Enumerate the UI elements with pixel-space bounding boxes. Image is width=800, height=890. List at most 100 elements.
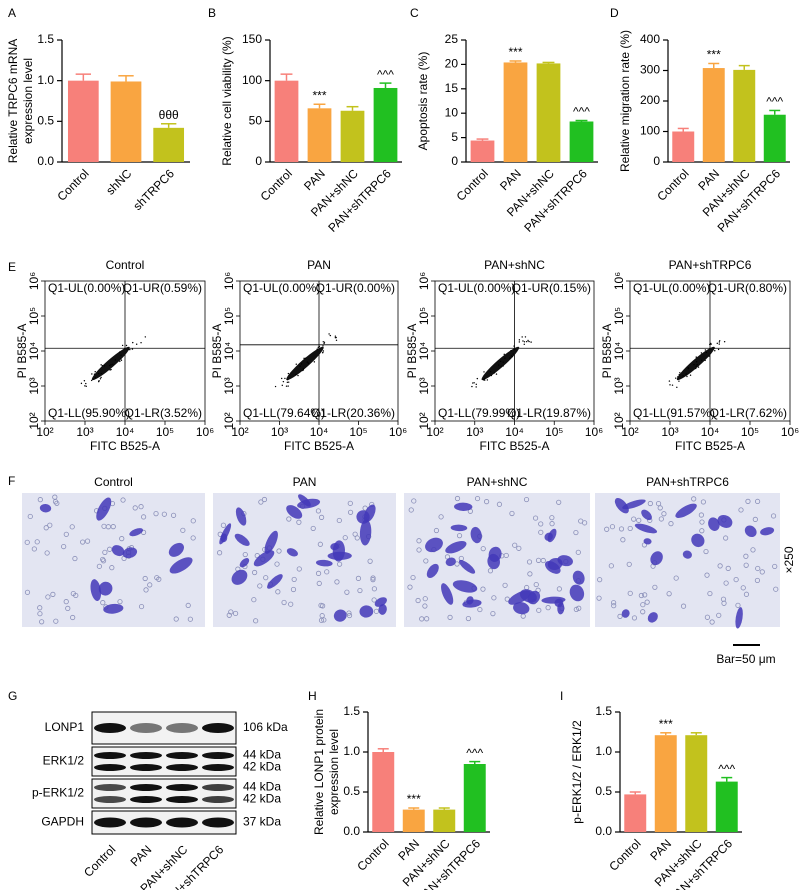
migrated-cell: [445, 541, 467, 554]
event-dot: [323, 341, 326, 343]
event-dot: [530, 341, 532, 343]
blot-band: [166, 764, 198, 771]
membrane-pore: [640, 602, 646, 608]
membrane-pore: [180, 527, 186, 533]
significance-label: ^^^: [573, 105, 590, 119]
migrated-cell: [315, 559, 333, 567]
bar: [274, 80, 299, 162]
event-dot: [676, 386, 678, 389]
event-dot: [306, 361, 309, 363]
migrated-cell: [111, 545, 125, 557]
membrane-pore: [523, 496, 530, 503]
y-tick-label: 10⁶: [27, 272, 41, 290]
membrane-pore: [120, 497, 126, 503]
membrane-pore: [773, 586, 779, 592]
event-dot: [527, 339, 529, 342]
event-dot: [334, 335, 337, 337]
membrane-pore: [717, 563, 723, 569]
x-tick-label: shNC: [103, 166, 134, 197]
event-dot: [313, 361, 316, 363]
event-dot: [525, 340, 528, 343]
membrane-pore: [258, 499, 264, 505]
membrane-pore: [617, 613, 623, 619]
migrated-cell: [239, 558, 250, 568]
membrane-pore: [540, 557, 546, 564]
event-dot: [94, 371, 96, 373]
bar: [624, 794, 647, 832]
y-axis-label: Apoptosis rate (%): [416, 52, 430, 151]
membrane-pore: [318, 514, 325, 520]
event-dot: [286, 381, 289, 384]
y-axis-label: Relative cell viability (%): [220, 36, 234, 165]
bar: [470, 140, 495, 162]
event-dot: [334, 337, 337, 339]
event-dot: [696, 363, 698, 366]
membrane-pore: [47, 522, 53, 528]
membrane-pore: [63, 599, 69, 605]
molecular-weight: 106 kDa: [243, 720, 288, 734]
membrane-pore: [275, 589, 281, 595]
membrane-pore: [631, 615, 638, 621]
event-dot: [669, 384, 671, 386]
event-dot: [490, 374, 493, 377]
event-dot: [85, 385, 87, 387]
membrane-pore: [296, 566, 302, 572]
blot-band: [202, 784, 234, 791]
membrane-pore: [367, 558, 373, 564]
x-tick-label: Control: [654, 166, 691, 203]
event-dot: [304, 357, 307, 359]
membrane-pore: [324, 569, 330, 575]
migrated-cell: [452, 580, 478, 593]
membrane-pore: [433, 527, 440, 534]
event-dot: [303, 357, 305, 360]
event-dot: [120, 358, 122, 360]
y-axis-label: PI B585-A: [15, 324, 29, 379]
event-dot: [675, 377, 677, 379]
membrane-pore: [27, 513, 33, 520]
membrane-pore: [105, 524, 111, 530]
event-dot: [476, 377, 479, 380]
migrated-cell: [220, 533, 228, 543]
x-tick-label: 10²: [426, 425, 443, 439]
membrane-pore: [642, 592, 648, 598]
membrane-pore: [503, 552, 509, 559]
x-tick-label: 10³: [76, 425, 93, 439]
event-dot: [695, 367, 697, 370]
bar: [67, 80, 99, 162]
x-tick-label: 10²: [231, 425, 248, 439]
event-dot: [318, 345, 321, 348]
membrane-pore: [735, 602, 741, 608]
membrane-pore: [291, 576, 297, 583]
y-axis-label: expression level: [21, 58, 35, 144]
y-tick-label: 10⁴: [222, 342, 236, 361]
membrane-pore: [337, 561, 343, 567]
event-dot: [120, 359, 123, 361]
molecular-weight: 37 kDa: [243, 815, 281, 829]
y-tick-label: 0.5: [595, 784, 612, 798]
bar: [463, 764, 486, 832]
event-dot: [144, 336, 147, 338]
membrane-pore: [704, 614, 711, 620]
membrane-pore: [109, 565, 115, 571]
event-dot: [502, 365, 504, 367]
event-dot: [697, 366, 700, 368]
membrane-pore: [70, 590, 76, 597]
event-dot: [489, 370, 492, 373]
membrane-pore: [745, 498, 751, 504]
bar: [373, 87, 398, 162]
lane-label: PAN: [128, 842, 155, 869]
membrane-pore: [321, 617, 327, 623]
migrated-cell: [103, 603, 124, 614]
y-tick-label: 10⁶: [417, 272, 431, 290]
blot-band: [166, 784, 198, 791]
membrane-pore: [110, 524, 116, 530]
membrane-pore: [37, 611, 43, 617]
event-dot: [716, 342, 718, 345]
membrane-pore: [527, 571, 533, 577]
event-dot: [473, 382, 475, 384]
x-tick-label: 10⁶: [781, 425, 799, 439]
membrane-pore: [465, 615, 471, 622]
significance-label: ***: [659, 717, 673, 731]
event-dot: [300, 363, 303, 365]
event-dot: [483, 377, 486, 380]
